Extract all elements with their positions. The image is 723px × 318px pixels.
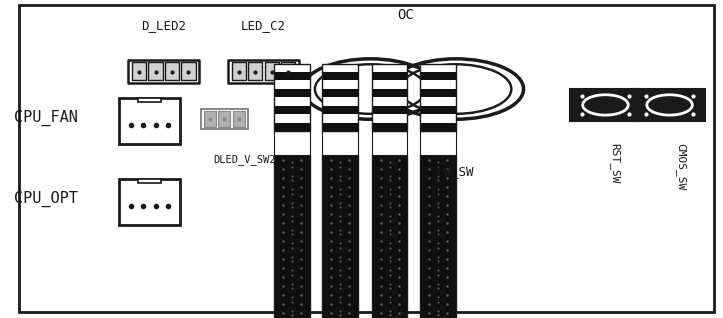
Bar <box>420 122 456 131</box>
Text: PW_SW: PW_SW <box>437 165 474 178</box>
Bar <box>372 64 408 131</box>
Bar <box>274 89 310 97</box>
Bar <box>274 122 310 131</box>
Bar <box>322 64 358 72</box>
Bar <box>372 155 408 318</box>
Bar <box>228 60 299 83</box>
Bar <box>420 106 456 114</box>
Bar <box>274 64 310 131</box>
Bar <box>634 89 705 121</box>
Bar <box>274 64 310 72</box>
Bar <box>420 114 456 122</box>
Bar <box>119 98 180 144</box>
Bar <box>232 62 246 80</box>
Bar <box>322 64 358 131</box>
Text: CPU_OPT: CPU_OPT <box>14 191 78 207</box>
Text: LED_C2: LED_C2 <box>241 19 286 32</box>
Bar <box>148 62 163 80</box>
Bar <box>281 62 295 80</box>
Bar <box>128 60 200 83</box>
Bar <box>372 64 408 72</box>
Bar <box>165 62 179 80</box>
Bar <box>420 64 456 72</box>
Text: D_LED2: D_LED2 <box>141 19 187 32</box>
Bar <box>570 89 641 121</box>
Text: CPU_FAN: CPU_FAN <box>14 110 78 126</box>
Bar <box>274 106 310 114</box>
Bar <box>322 155 358 318</box>
Bar <box>132 62 146 80</box>
Text: RST_SW: RST_SW <box>609 143 620 183</box>
Bar <box>201 109 248 129</box>
Bar <box>119 179 180 225</box>
Bar <box>274 72 310 80</box>
Bar <box>420 131 456 155</box>
Bar <box>138 98 161 102</box>
Bar <box>420 155 456 318</box>
Bar <box>322 114 358 122</box>
Bar <box>204 110 216 127</box>
Text: DLED_V_SW2: DLED_V_SW2 <box>214 154 276 165</box>
Bar <box>218 110 231 127</box>
Bar <box>322 106 358 114</box>
Bar <box>274 155 310 318</box>
Bar <box>372 72 408 80</box>
Bar <box>138 179 161 183</box>
Bar <box>248 62 262 80</box>
Bar <box>233 110 244 127</box>
Bar <box>322 80 358 89</box>
Bar <box>322 89 358 97</box>
Bar <box>420 72 456 80</box>
Bar <box>420 89 456 97</box>
Bar <box>181 62 195 80</box>
Bar <box>372 89 408 97</box>
Bar <box>274 97 310 106</box>
Text: OC: OC <box>398 8 414 22</box>
Bar <box>372 80 408 89</box>
Bar <box>420 64 456 131</box>
Bar <box>372 131 408 155</box>
Bar <box>274 80 310 89</box>
Bar <box>372 114 408 122</box>
Bar <box>322 122 358 131</box>
Bar <box>322 72 358 80</box>
Bar <box>420 80 456 89</box>
Bar <box>372 97 408 106</box>
Text: CMOS_SW: CMOS_SW <box>675 143 685 190</box>
Bar <box>420 97 456 106</box>
Bar <box>274 114 310 122</box>
Bar <box>322 97 358 106</box>
Bar <box>372 106 408 114</box>
Bar <box>372 122 408 131</box>
Bar <box>274 131 310 155</box>
Bar <box>322 131 358 155</box>
Bar <box>265 62 279 80</box>
